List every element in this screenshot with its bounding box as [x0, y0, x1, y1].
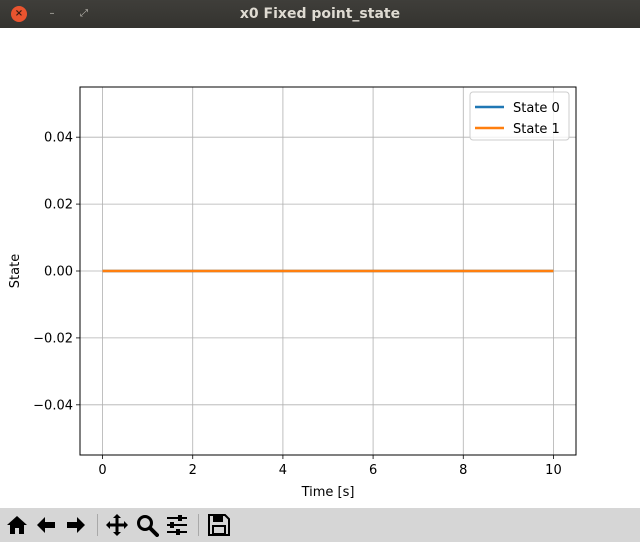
toolbar-separator	[97, 514, 98, 536]
y-tick-label: 0.00	[44, 265, 73, 280]
save-icon	[208, 514, 230, 536]
ticks: 0 2 4 6 8 10 −0.04 −0.02 0.00 0.02 0.04	[33, 131, 562, 478]
close-icon[interactable]: ×	[11, 6, 27, 22]
x-axis-label: Time [s]	[301, 485, 355, 500]
pan-icon	[106, 514, 128, 536]
pan-button[interactable]	[104, 512, 130, 538]
y-tick-label: 0.04	[44, 131, 73, 146]
y-tick-label: 0.02	[44, 198, 73, 213]
x-tick-label: 2	[189, 463, 197, 478]
x-tick-label: 8	[459, 463, 467, 478]
y-tick-label: −0.02	[33, 331, 73, 346]
configure-subplots-icon	[167, 515, 187, 535]
home-button[interactable]	[4, 512, 30, 538]
legend: State 0 State 1	[469, 91, 570, 141]
configure-subplots-button[interactable]	[164, 512, 190, 538]
x-tick-label: 6	[369, 463, 377, 478]
home-icon	[7, 516, 27, 534]
line-chart: 0 2 4 6 8 10 −0.04 −0.02 0.00 0.02 0.04 Time [s] S…	[8, 86, 577, 500]
x-tick-label: 0	[98, 463, 106, 478]
maximize-icon[interactable]: ⤢	[80, 8, 88, 19]
x-tick-label: 4	[279, 463, 287, 478]
forward-button[interactable]	[63, 512, 89, 538]
zoom-icon	[137, 515, 159, 537]
back-arrow-icon	[37, 517, 55, 533]
figure-canvas[interactable]: 0 2 4 6 8 10 −0.04 −0.02 0.00 0.02 0.04 Time [s] S…	[0, 28, 640, 508]
window-title: x0 Fixed point_state	[239, 6, 401, 22]
legend-label-state-1: State 1	[513, 122, 560, 137]
toolbar-separator	[198, 514, 199, 536]
y-axis-label: State	[8, 254, 23, 288]
save-button[interactable]	[206, 512, 232, 538]
x-tick-label: 10	[545, 463, 562, 478]
zoom-button[interactable]	[134, 512, 160, 538]
back-button[interactable]	[33, 512, 59, 538]
minimize-icon[interactable]: –	[49, 8, 55, 19]
legend-label-state-0: State 0	[513, 101, 560, 116]
y-tick-label: −0.04	[33, 398, 73, 413]
window-titlebar: × – ⤢ x0 Fixed point_state	[0, 0, 640, 28]
forward-arrow-icon	[67, 517, 85, 533]
matplotlib-toolbar	[0, 508, 640, 542]
